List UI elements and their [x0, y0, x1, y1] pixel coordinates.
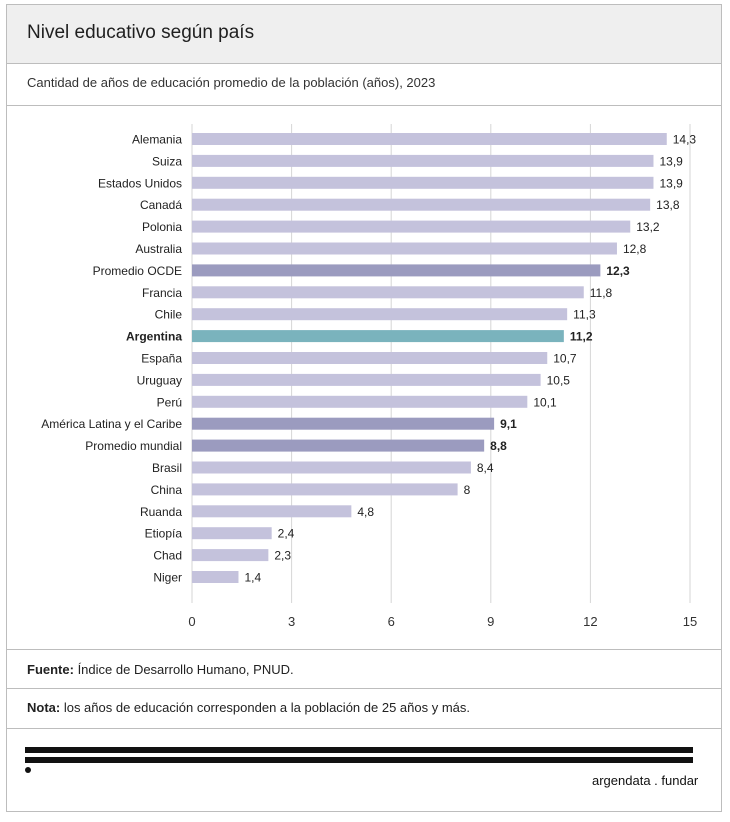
category-label: Promedio OCDE — [93, 264, 182, 278]
value-label: 11,2 — [570, 330, 593, 344]
bar — [192, 176, 654, 189]
source-line: Fuente: Índice de Desarrollo Humano, PNU… — [27, 662, 294, 677]
bar — [192, 483, 458, 496]
x-tick-label: 12 — [583, 614, 597, 629]
chart-card: Nivel educativo según país Cantidad de a… — [6, 4, 722, 812]
category-label: Niger — [153, 571, 182, 585]
value-label: 12,3 — [606, 264, 630, 278]
value-label: 9,1 — [500, 417, 517, 431]
source-label: Fuente: — [27, 662, 74, 677]
category-label: Alemania — [132, 133, 182, 147]
bar — [192, 264, 601, 277]
bar — [192, 220, 631, 233]
value-label: 11,8 — [590, 286, 613, 300]
category-label: Uruguay — [137, 373, 182, 387]
bar — [192, 439, 485, 452]
bar — [192, 571, 239, 583]
brand-stripe-top — [25, 747, 693, 753]
category-label: Chile — [155, 308, 183, 322]
category-label: Promedio mundial — [85, 439, 182, 453]
category-label: Etiopía — [145, 527, 183, 541]
bar — [192, 373, 541, 386]
category-label: Chad — [153, 549, 182, 563]
value-label: 13,2 — [636, 220, 660, 234]
value-label: 1,4 — [244, 571, 261, 585]
category-label: América Latina y el Caribe — [41, 417, 182, 431]
category-label: Estados Unidos — [98, 176, 182, 190]
category-label: Brasil — [152, 461, 182, 475]
category-label: Polonia — [142, 220, 182, 234]
brand-logo: argendata . fundar — [592, 773, 699, 788]
x-tick-label: 3 — [288, 614, 295, 629]
category-label: Canadá — [140, 198, 182, 212]
chart-title: Nivel educativo según país — [27, 22, 255, 43]
value-label: 12,8 — [623, 242, 647, 256]
bar — [192, 505, 352, 518]
bar — [192, 527, 272, 540]
value-label: 10,7 — [553, 352, 577, 366]
category-label: Francia — [142, 286, 182, 300]
bar — [192, 461, 471, 474]
bar-chart: 0 3 6 9 12 15 Alemania 14,3 Suiza 13,9 Estados Uni… — [41, 124, 697, 629]
value-label: 8,8 — [490, 439, 507, 453]
bar — [192, 395, 528, 408]
x-tick-label: 9 — [487, 614, 494, 629]
value-label: 2,4 — [278, 527, 295, 541]
x-tick-label: 0 — [188, 614, 195, 629]
bar — [192, 198, 651, 211]
category-label: Suiza — [152, 154, 182, 168]
category-label: Argentina — [126, 330, 182, 344]
bar — [192, 286, 584, 299]
x-tick-label: 6 — [388, 614, 395, 629]
bar — [192, 330, 564, 343]
value-label: 14,3 — [673, 133, 697, 147]
bar — [192, 242, 617, 255]
bar — [192, 308, 568, 321]
source-box: Fuente: Índice de Desarrollo Humano, PNU… — [7, 649, 721, 689]
value-label: 11,3 — [573, 308, 596, 322]
category-label: Australia — [135, 242, 182, 256]
note-label: Nota: — [27, 700, 61, 715]
bar — [192, 352, 548, 364]
bar — [192, 417, 495, 430]
value-label: 10,1 — [533, 395, 557, 409]
category-label: España — [141, 352, 182, 366]
subtitle-box: Cantidad de años de educación promedio d… — [7, 63, 721, 106]
value-label: 13,8 — [656, 198, 680, 212]
header: Nivel educativo según país — [7, 5, 721, 64]
category-label: China — [151, 483, 183, 497]
value-label: 8 — [464, 483, 471, 497]
source-text: Índice de Desarrollo Humano, PNUD. — [73, 662, 294, 677]
bar — [192, 154, 654, 167]
bar — [192, 549, 269, 562]
x-tick-label: 15 — [683, 614, 697, 629]
brand-stripe-bottom — [25, 757, 693, 763]
category-label: Ruanda — [140, 505, 182, 519]
note-line: Nota: los años de educación corresponden… — [27, 700, 470, 715]
value-label: 13,9 — [659, 154, 683, 168]
value-label: 4,8 — [357, 505, 374, 519]
bar — [192, 133, 667, 145]
note-box: Nota: los años de educación corresponden… — [7, 688, 721, 729]
note-text: los años de educación corresponden a la … — [60, 700, 470, 715]
chart-subtitle: Cantidad de años de educación promedio d… — [27, 75, 436, 90]
value-label: 10,5 — [547, 373, 571, 387]
brand-dot — [25, 767, 31, 773]
value-label: 8,4 — [477, 461, 494, 475]
category-label: Perú — [157, 395, 182, 409]
value-label: 13,9 — [659, 176, 683, 190]
value-label: 2,3 — [274, 549, 291, 563]
